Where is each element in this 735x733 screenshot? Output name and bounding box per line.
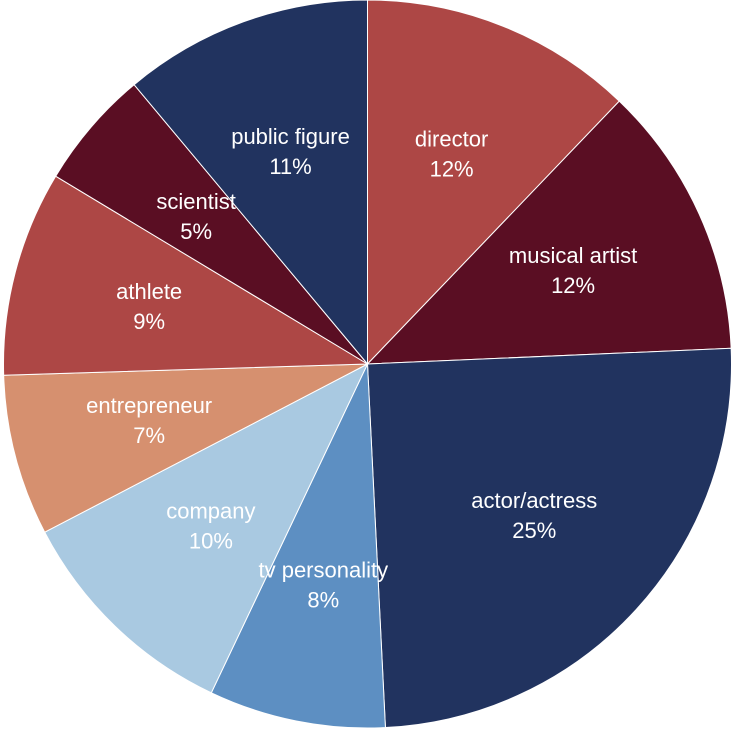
pie-labels: director 12% musical artist 12% actor/actres… [86, 124, 637, 612]
pie-slice-musical-artist [366, 100, 732, 365]
slice-percent-tv-personality: 8% [307, 587, 339, 612]
pie-slice-actor-actress [366, 347, 733, 729]
slice-label-musical-artist: musical artist [509, 243, 637, 268]
slice-percent-entrepreneur: 7% [133, 423, 165, 448]
slice-label-entrepreneur: entrepreneur [86, 393, 212, 418]
slice-label-director: director [415, 127, 488, 152]
slice-percent-athlete: 9% [133, 309, 165, 334]
pie-slice-public-figure [133, 0, 368, 366]
slice-label-actor-actress: actor/actress [471, 488, 597, 513]
slice-label-company: company [166, 499, 255, 524]
slice-label-athlete: athlete [116, 279, 182, 304]
pie-slice-director [367, 0, 620, 366]
slice-label-scientist: scientist [156, 189, 235, 214]
slice-percent-public-figure: 11% [269, 154, 311, 179]
pie-slice-athlete [3, 175, 370, 376]
slice-label-public-figure: public figure [231, 124, 350, 149]
pie-slice-company [44, 362, 369, 694]
slice-percent-company: 10% [189, 529, 233, 554]
pie-slice-tv-personality [210, 363, 386, 729]
slice-label-tv-personality: tv personality [258, 557, 388, 582]
slice-percent-director: 12% [430, 157, 474, 182]
slice-percent-scientist: 5% [180, 219, 212, 244]
slice-percent-musical-artist: 12% [551, 273, 595, 298]
pie-slice-entrepreneur [3, 363, 368, 533]
slice-percent-actor-actress: 25% [512, 518, 556, 543]
pie-slices [3, 0, 733, 729]
